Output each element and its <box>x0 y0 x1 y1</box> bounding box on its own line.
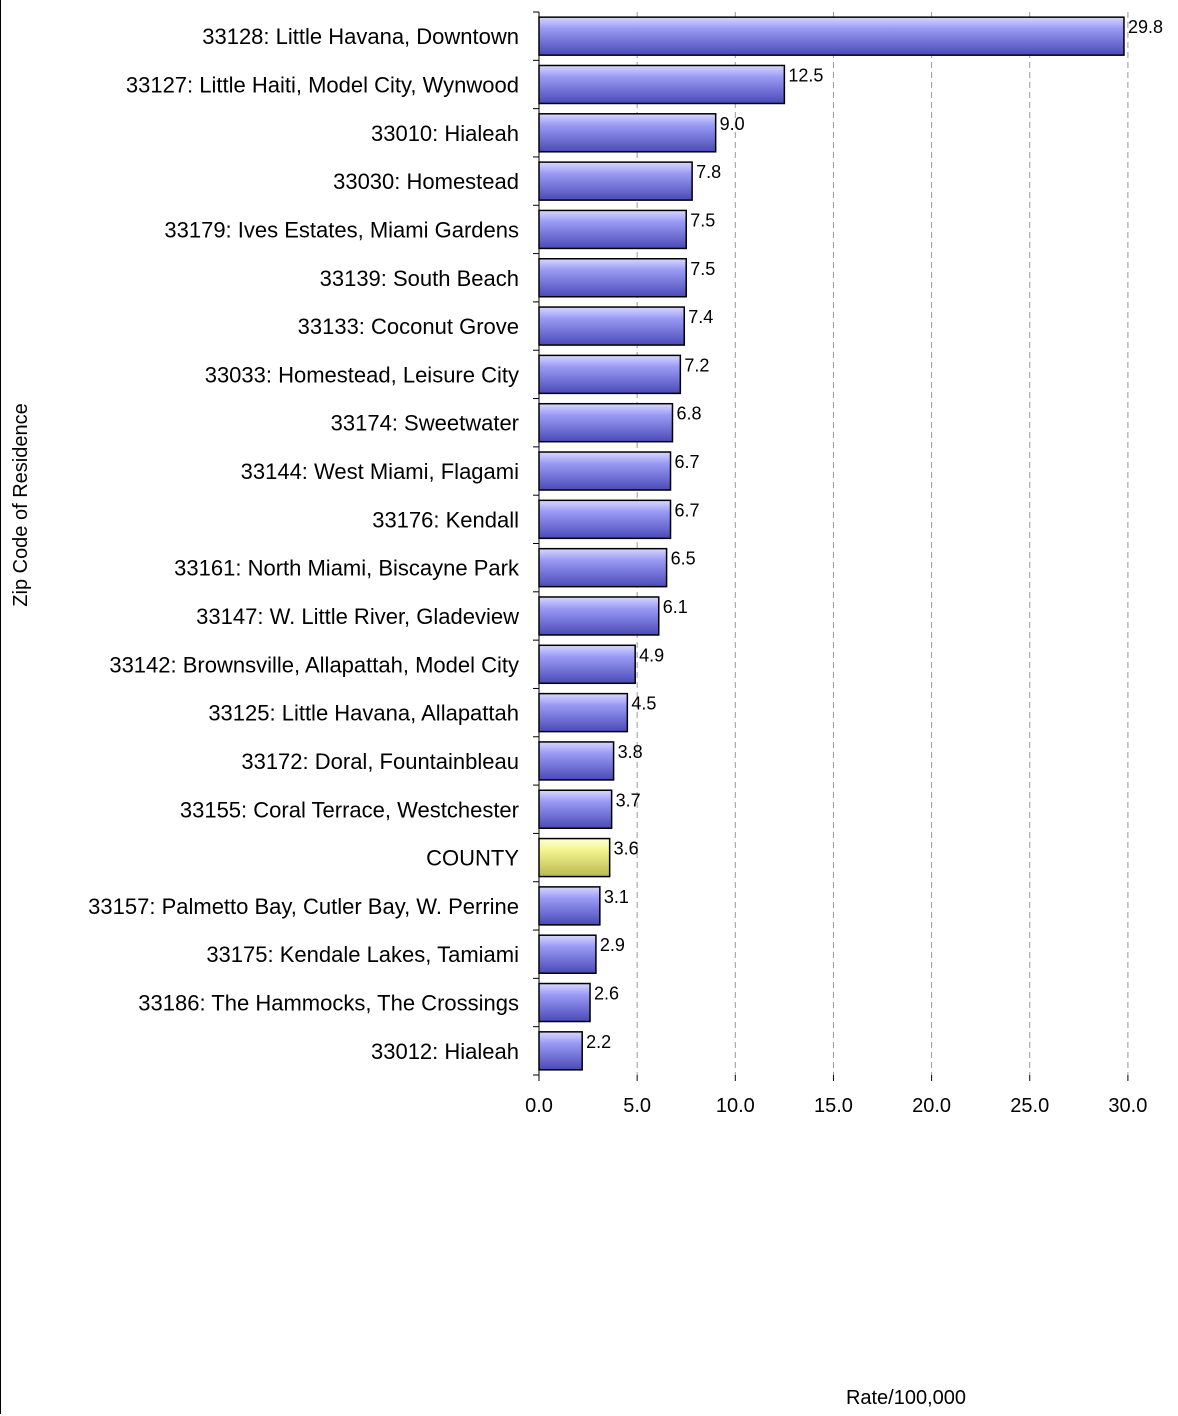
bar <box>538 547 668 588</box>
bar <box>538 789 613 829</box>
category-label: 33127: Little Haiti, Model City, Wynwood <box>126 72 519 97</box>
category-label: 33128: Little Havana, Downtown <box>202 24 519 49</box>
data-label: 7.2 <box>684 355 709 375</box>
data-label: 6.8 <box>676 404 701 424</box>
data-label: 4.9 <box>639 645 664 665</box>
bar <box>538 402 674 443</box>
data-label: 6.1 <box>663 597 688 617</box>
x-tick-label: 15.0 <box>814 1095 853 1117</box>
data-label: 12.5 <box>788 65 823 85</box>
bar <box>538 354 682 395</box>
category-label: 33125: Little Havana, Allapattah <box>208 701 519 726</box>
data-label: 4.5 <box>631 694 656 714</box>
gridlines <box>636 12 1129 1075</box>
bar <box>538 886 601 926</box>
data-label: 7.4 <box>688 307 713 327</box>
category-label: 33010: Hialeah <box>371 121 519 146</box>
bar <box>538 113 717 153</box>
category-label: 33179: Ives Estates, Miami Gardens <box>164 217 519 242</box>
labels: 0.0 5.0 10.0 15.0 20.0 25.0 30.0 33128: Little … <box>88 17 1163 1117</box>
data-label: 3.8 <box>618 742 643 762</box>
bar <box>538 982 591 1023</box>
data-label: 6.5 <box>671 549 696 569</box>
data-label: 6.7 <box>675 452 700 472</box>
data-label: 7.5 <box>690 210 715 230</box>
category-label: 33033: Homestead, Leisure City <box>205 362 519 387</box>
x-tick-label: 20.0 <box>912 1095 951 1117</box>
category-label: 33147: W. Little River, Gladeview <box>196 604 519 629</box>
x-tick-label: 30.0 <box>1108 1095 1147 1117</box>
category-label: 33030: Homestead <box>333 169 519 194</box>
category-label: 33175: Kendale Lakes, Tamiami <box>206 942 519 967</box>
data-label: 29.8 <box>1128 17 1163 37</box>
bar <box>538 306 686 346</box>
category-label: 33174: Sweetwater <box>331 411 519 436</box>
category-label: 33172: Doral, Fountainbleau <box>241 749 519 774</box>
bar <box>538 451 672 491</box>
x-tick-label: 10.0 <box>716 1095 755 1117</box>
category-label: 33155: Coral Terrace, Westchester <box>180 797 519 822</box>
category-label: 33161: North Miami, Biscayne Park <box>174 556 520 581</box>
category-label: 33133: Coconut Grove <box>298 314 519 339</box>
data-label: 2.2 <box>586 1032 611 1052</box>
bar <box>538 161 693 201</box>
bar <box>538 644 636 685</box>
bar <box>538 1031 583 1071</box>
bar <box>538 741 615 781</box>
category-label: 33142: Brownsville, Allapattah, Model Ci… <box>109 652 519 677</box>
category-label: COUNTY <box>426 846 519 871</box>
bar <box>538 499 672 540</box>
data-label: 7.8 <box>696 162 721 182</box>
data-label: 7.5 <box>690 259 715 279</box>
category-label: 33012: Hialeah <box>371 1039 519 1064</box>
category-label: 33144: West Miami, Flagami <box>241 459 519 484</box>
bar <box>538 64 786 105</box>
bar <box>538 692 629 733</box>
category-label: 33186: The Hammocks, The Crossings <box>138 991 519 1016</box>
category-label: 33157: Palmetto Bay, Cutler Bay, W. Perr… <box>88 894 519 919</box>
data-label: 3.7 <box>616 790 641 810</box>
bar <box>538 209 687 250</box>
x-tick-label: 5.0 <box>623 1095 651 1117</box>
bar-county <box>538 837 611 878</box>
category-label: 33139: South Beach <box>320 266 519 291</box>
data-label: 9.0 <box>720 114 745 134</box>
axes <box>533 11 1129 1081</box>
bar <box>538 258 687 298</box>
x-tick-label: 0.0 <box>525 1095 553 1117</box>
x-axis-title: Rate/100,000 <box>846 1387 966 1409</box>
bar <box>538 596 660 636</box>
bar <box>538 16 1125 56</box>
bars <box>538 16 1125 1071</box>
data-label: 6.7 <box>675 500 700 520</box>
data-label: 3.1 <box>604 887 629 907</box>
data-label: 2.6 <box>594 984 619 1004</box>
data-label: 2.9 <box>600 935 625 955</box>
x-tick-label: 25.0 <box>1010 1095 1049 1117</box>
category-label: 33176: Kendall <box>372 507 519 532</box>
y-axis-title: Zip Code of Residence <box>10 403 32 606</box>
data-label: 3.6 <box>614 839 639 859</box>
bar <box>538 934 597 974</box>
